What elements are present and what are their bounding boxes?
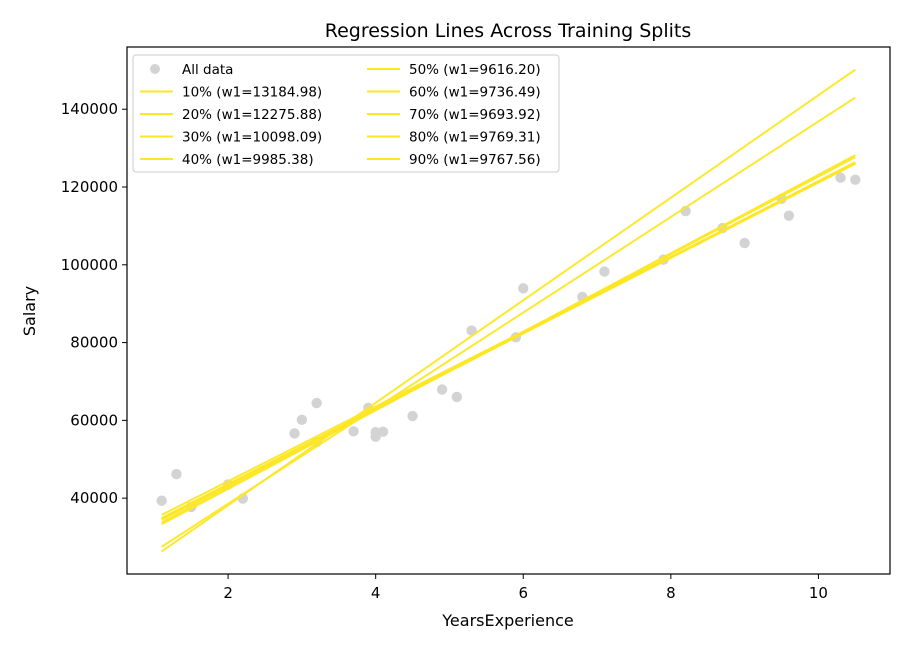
- scatter-point: [451, 391, 463, 403]
- scatter-point: [377, 426, 389, 437]
- scatter-point: [599, 266, 610, 277]
- legend-label: 10% (w1=13184.98): [182, 85, 322, 101]
- plot-area: [156, 68, 861, 553]
- scatter-point: [739, 237, 750, 249]
- x-tick-label: 2: [223, 584, 233, 602]
- y-tick-label: 80000: [70, 334, 118, 352]
- scatter-point: [289, 428, 300, 439]
- legend-label: 80% (w1=9769.31): [409, 130, 541, 146]
- x-tick-label: 10: [809, 584, 828, 602]
- legend-label: All data: [182, 62, 233, 78]
- y-tick-label: 100000: [61, 256, 118, 274]
- scatter-point: [156, 495, 167, 506]
- scatter-point: [783, 210, 795, 221]
- legend-label: 90% (w1=9767.56): [409, 152, 541, 168]
- regression-line-9: [161, 161, 856, 521]
- scatter-point: [518, 283, 529, 294]
- scatter-point: [311, 397, 322, 409]
- x-axis-label: YearsExperience: [441, 611, 573, 630]
- x-tick-label: 6: [518, 584, 528, 602]
- x-tick-label: 4: [371, 584, 381, 602]
- chart-title: Regression Lines Across Training Splits: [325, 20, 692, 42]
- scatter-point: [850, 174, 861, 185]
- legend-label: 20% (w1=12275.88): [182, 107, 322, 123]
- y-tick-label: 140000: [61, 100, 118, 118]
- x-tick-label: 8: [666, 584, 676, 602]
- legend-label: 70% (w1=9693.92): [409, 107, 541, 123]
- scatter-point: [407, 410, 418, 422]
- legend-label: 60% (w1=9736.49): [409, 85, 541, 101]
- legend-label: 40% (w1=9985.38): [182, 152, 314, 168]
- legend-box: [132, 54, 560, 173]
- plot-frame: [126, 46, 891, 575]
- scatter-point: [348, 426, 359, 437]
- x-axis-ticks: 2 4 6 8 10: [223, 574, 828, 602]
- scatter-point: [436, 384, 448, 395]
- y-axis-label: Salary: [20, 286, 39, 336]
- scatter-point: [370, 427, 381, 438]
- scatter-point: [296, 414, 308, 425]
- scatter-point: [835, 172, 846, 183]
- legend-label: 30% (w1=10098.09): [182, 130, 322, 146]
- y-tick-label: 40000: [70, 489, 118, 507]
- regression-line-2: [161, 96, 856, 548]
- y-axis-ticks: 40000 60000 80000 100000 120000 140000: [61, 100, 127, 507]
- scatter-point: [171, 468, 182, 480]
- y-tick-label: 120000: [61, 178, 118, 196]
- y-tick-label: 60000: [70, 411, 118, 429]
- legend-label: 50% (w1=9616.20): [409, 62, 541, 78]
- legend: All data 10% (w1=13184.98) 20% (w1=12275.8…: [132, 54, 560, 173]
- legend-marker: [150, 64, 160, 74]
